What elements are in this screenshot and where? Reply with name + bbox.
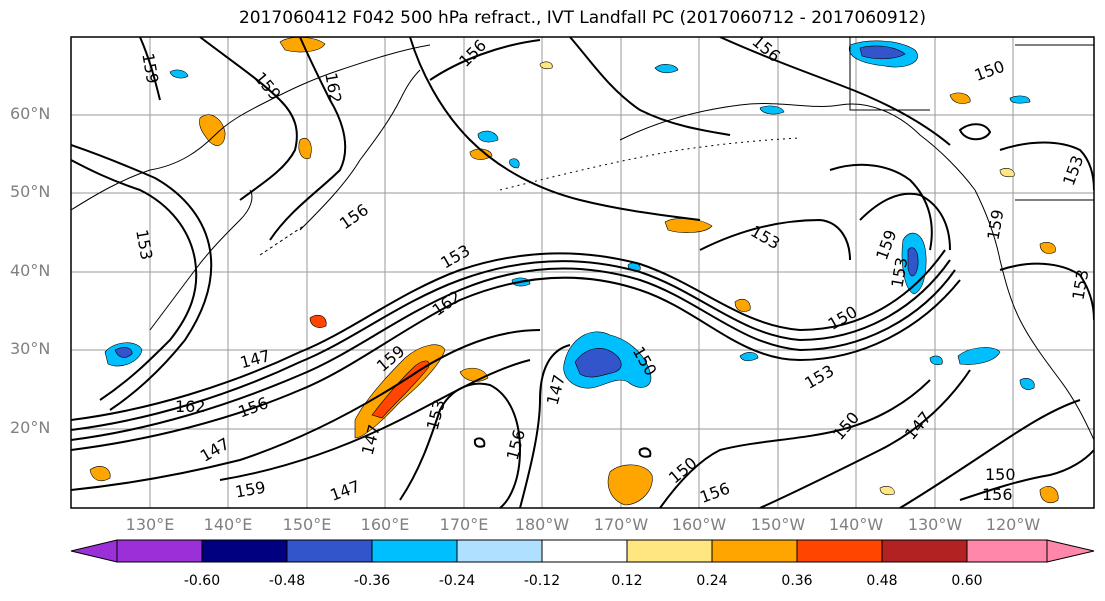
colorbar-max-extension [1046, 539, 1095, 563]
colorbar-bin [456, 539, 543, 563]
lat-label: 20°N [10, 418, 51, 437]
colorbar-bin [201, 539, 288, 563]
colorbar-tick-label: -0.12 [523, 573, 561, 589]
positive-anomaly-speck [999, 168, 1015, 178]
lat-label: 30°N [10, 339, 51, 358]
colorbar-tick-label: 0.24 [696, 573, 728, 589]
negative-anomaly-speck [929, 355, 943, 366]
colorbar-bin [116, 539, 203, 563]
positive-anomaly-patch [734, 298, 751, 312]
colorbar-tick-label: -0.24 [438, 573, 476, 589]
colorbar-tick-label: -0.36 [353, 573, 391, 589]
lon-label: 140°W [828, 515, 884, 534]
positive-anomaly-patch [89, 466, 111, 482]
positive-anomaly-patch [298, 138, 312, 160]
positive-anomaly-patch [664, 218, 713, 233]
lon-label: 150°W [750, 515, 806, 534]
chart-title: 2017060412 F042 500 hPa refract., IVT La… [238, 8, 926, 28]
negative-anomaly-patch [957, 347, 1001, 365]
colorbar-tick-label: -0.60 [183, 573, 221, 589]
lat-label: 40°N [10, 261, 51, 280]
alaska-coastline [619, 103, 976, 191]
lon-label: 160°E [360, 515, 410, 534]
colorbar-bin [966, 539, 1048, 563]
colorbar-tick-label: -0.48 [268, 573, 306, 589]
negative-anomaly-core [859, 45, 906, 60]
negative-anomaly-core [114, 347, 133, 358]
colorbar-bin [796, 539, 883, 563]
colorbar-tick-label: 0.36 [781, 573, 813, 589]
lon-label: 170°W [593, 515, 649, 534]
positive-anomaly-patch [607, 464, 653, 506]
japan-coastline [149, 189, 253, 331]
colorbar-bin [626, 539, 713, 563]
kuril-arc [259, 224, 306, 256]
colorbar-tick-label: 0.48 [866, 573, 898, 589]
colorbar [70, 539, 1095, 563]
colorbar-min-extension [70, 539, 118, 563]
negative-anomaly-speck [1009, 95, 1031, 104]
kamchatka-coastline [299, 69, 421, 231]
positive-anomaly-speck [539, 61, 553, 70]
colorbar-tick-label: 0.60 [951, 573, 983, 589]
colorbar-bin [286, 539, 373, 563]
negative-anomaly-core [907, 247, 919, 277]
contour-label: 150 [985, 465, 1016, 484]
lon-label: 120°W [985, 515, 1041, 534]
lon-label: 130°E [125, 515, 175, 534]
negative-anomaly-speck [759, 105, 785, 115]
colorbar-bin [711, 539, 798, 563]
positive-anomaly-patch [949, 92, 971, 104]
lon-label: 130°W [907, 515, 963, 534]
na-west-coastline [974, 189, 1094, 441]
refractivity-contours [71, 37, 1094, 508]
colorbar-bin [881, 539, 968, 563]
negative-anomaly-speck [654, 64, 679, 74]
negative-anomaly-speck [169, 69, 189, 79]
asia-coastline [71, 44, 431, 211]
colorbar-bin [541, 539, 628, 563]
lon-label: 140°E [203, 515, 253, 534]
negative-anomaly-core [574, 348, 622, 378]
negative-anomaly-speck [509, 158, 520, 169]
positive-anomaly-patch [1039, 242, 1056, 254]
negative-anomaly-speck [477, 130, 499, 143]
plot-frame [70, 36, 1095, 509]
colorbar-bin [371, 539, 458, 563]
lat-label: 60°N [10, 104, 51, 123]
lon-label: 180°W [514, 515, 570, 534]
positive-anomaly-patch [1039, 486, 1059, 503]
positive-anomaly-core [371, 360, 430, 419]
positive-anomaly-patch [309, 314, 327, 328]
positive-anomaly-patch [199, 114, 226, 146]
lon-label: 170°E [439, 515, 489, 534]
lon-label: 160°W [671, 515, 727, 534]
anomaly-fills [89, 37, 1059, 506]
colorbar-tick-label: 0.12 [611, 573, 643, 589]
lon-label: 150°E [282, 515, 332, 534]
negative-anomaly-speck [1019, 378, 1035, 390]
lat-label: 50°N [10, 182, 51, 201]
positive-anomaly-speck [879, 486, 895, 496]
contour-label: 156 [982, 485, 1013, 504]
contour-label: 162 [175, 397, 206, 416]
negative-anomaly-speck [739, 352, 759, 362]
political-boundaries [849, 37, 1094, 201]
coastlines [71, 44, 1094, 441]
